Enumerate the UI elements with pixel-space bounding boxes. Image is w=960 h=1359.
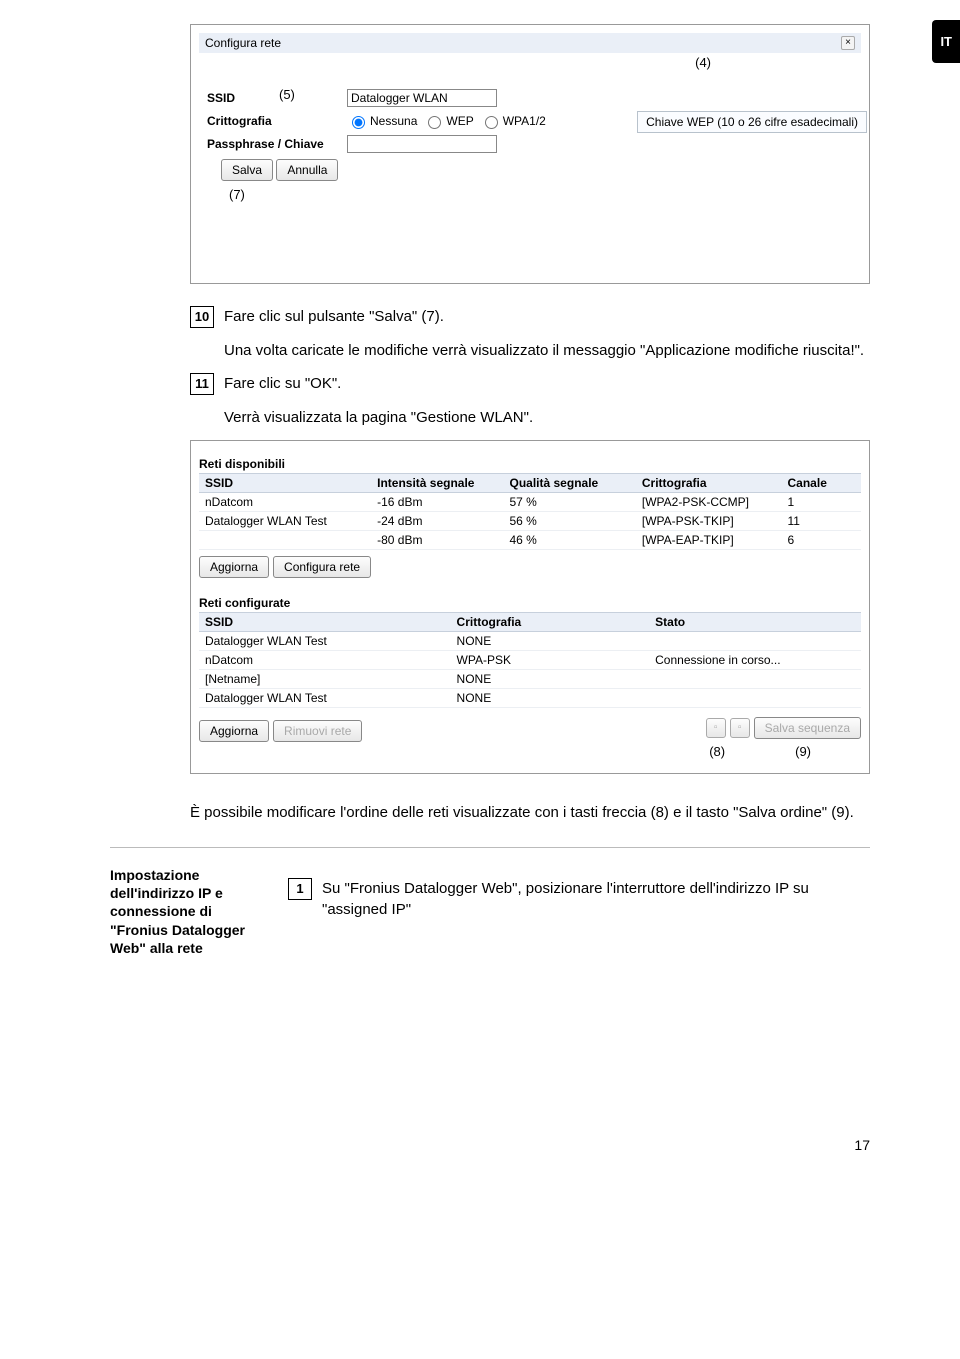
configured-networks-table: SSID Crittografia Stato Datalogger WLAN … [199,612,861,708]
callout-4: (4) [695,55,711,70]
radio-wep[interactable]: WEP [423,113,473,129]
table-row[interactable]: nDatcom WPA-PSK Connessione in corso... [199,651,861,670]
t1-h-channel: Canale [782,474,861,493]
step-number-11: 11 [190,373,214,395]
t1-h-quality: Qualità segnale [504,474,636,493]
table-row[interactable]: -80 dBm 46 % [WPA-EAP-TKIP] 6 [199,531,861,550]
table-row[interactable]: nDatcom -16 dBm 57 % [WPA2-PSK-CCMP] 1 [199,493,861,512]
crypto-label: Crittografia [207,114,347,128]
wlan-management-panel: Reti disponibili SSID Intensità segnale … [190,440,870,774]
close-icon[interactable]: × [841,36,855,50]
table-row[interactable]: Datalogger WLAN Test NONE [199,689,861,708]
step-text-11: Fare clic su "OK". [224,373,870,394]
move-up-button[interactable]: ▫ [706,718,726,738]
table-row[interactable]: Datalogger WLAN Test -24 dBm 56 % [WPA-P… [199,512,861,531]
table-row[interactable]: [Netname] NONE [199,670,861,689]
radio-none[interactable]: Nessuna [347,113,417,129]
ssid-input[interactable] [347,89,497,107]
callout-7: (7) [229,187,245,202]
dialog-title: Configura rete [205,36,281,50]
save-button[interactable]: Salva [221,159,273,181]
available-networks-title: Reti disponibili [199,457,861,471]
t1-h-intensity: Intensità segnale [371,474,503,493]
page-number: 17 [110,1137,870,1153]
step-text-10: Fare clic sul pulsante "Salva" (7). [224,306,870,327]
t1-h-ssid: SSID [199,474,371,493]
callout-9: (9) [795,744,811,759]
t1-h-crypto: Crittografia [636,474,782,493]
move-down-button[interactable]: ▫ [730,718,750,738]
t2-h-crypto: Crittografia [451,613,650,632]
t2-h-ssid: SSID [199,613,451,632]
remove-network-button[interactable]: Rimuovi rete [273,720,362,742]
step-text-1: Su "Fronius Datalogger Web", posizionare… [322,878,870,920]
passphrase-input[interactable] [347,135,497,153]
language-tab: IT [932,20,960,63]
ssid-label: SSID [207,91,347,105]
form-panel-configure-network: Configura rete × (4) (5) (6) (7) Chiave … [190,24,870,284]
order-paragraph: È possibile modificare l'ordine delle re… [190,802,870,823]
divider [110,847,870,848]
cancel-button[interactable]: Annulla [276,159,338,181]
radio-wpa[interactable]: WPA1/2 [480,113,546,129]
refresh-button-2[interactable]: Aggiorna [199,720,269,742]
t2-h-status: Stato [649,613,861,632]
step-after-11: Verrà visualizzata la pagina "Gestione W… [224,407,870,428]
configured-networks-title: Reti configurate [199,596,861,610]
table-row[interactable]: Datalogger WLAN Test NONE [199,632,861,651]
configure-network-button[interactable]: Configura rete [273,556,371,578]
step-number-10: 10 [190,306,214,328]
step-after-10: Una volta caricate le modifiche verrà vi… [224,340,870,361]
available-networks-table: SSID Intensità segnale Qualità segnale C… [199,473,861,550]
passphrase-label: Passphrase / Chiave [207,137,347,151]
callout-8: (8) [709,744,725,759]
section-side-title: Impostazione dell'indirizzo IP e conness… [110,866,270,957]
save-sequence-button[interactable]: Salva sequenza [754,717,861,739]
refresh-button[interactable]: Aggiorna [199,556,269,578]
step-number-1: 1 [288,878,312,900]
